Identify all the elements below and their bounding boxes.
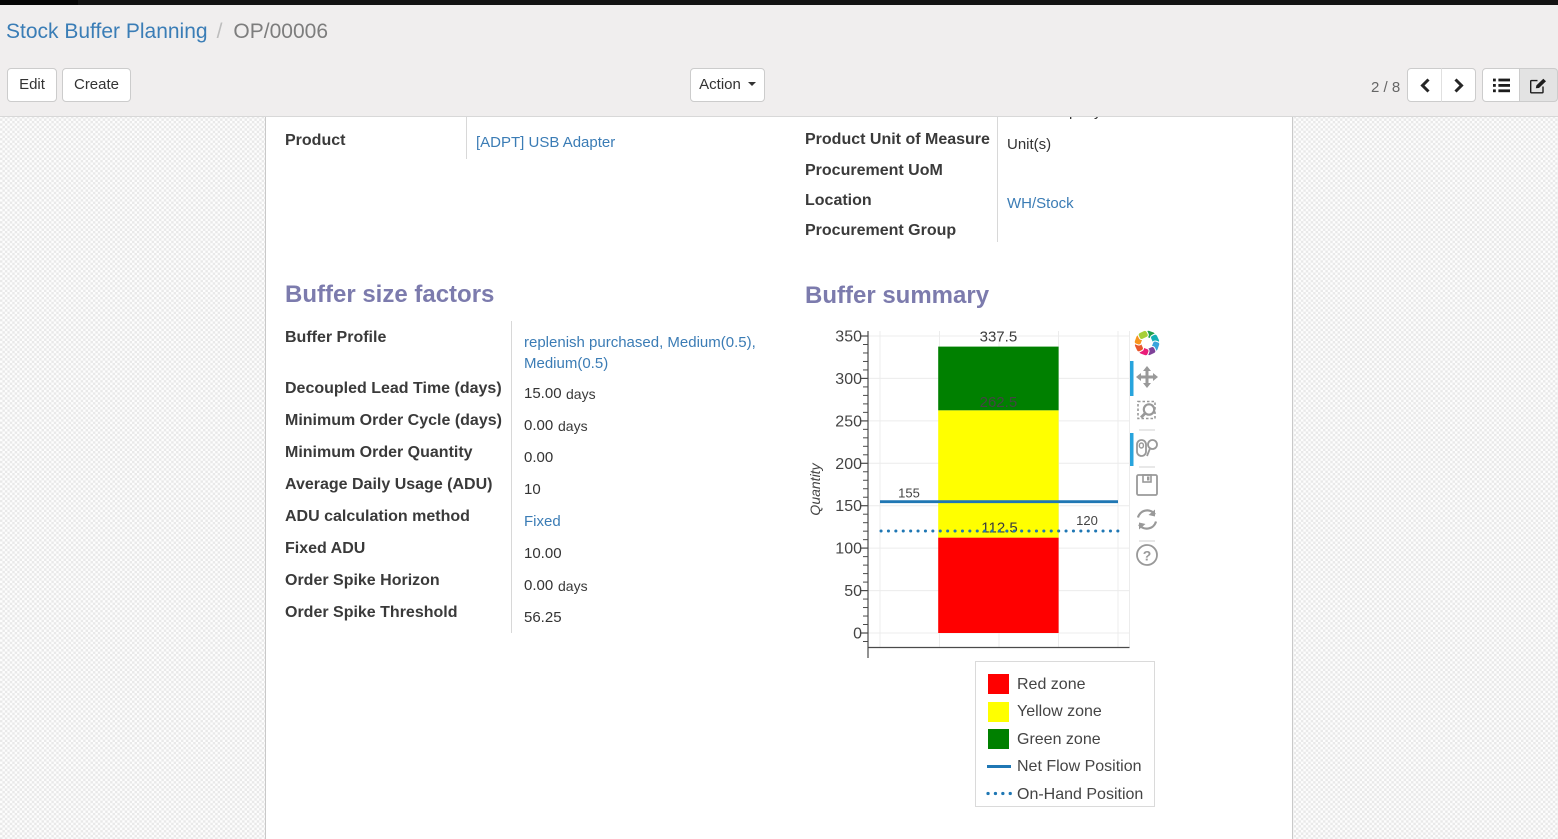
svg-text:350: 350	[835, 329, 862, 346]
svg-text:155: 155	[898, 486, 920, 501]
svg-text:50: 50	[844, 583, 862, 600]
svg-text:0: 0	[853, 626, 862, 643]
svg-text:337.5: 337.5	[980, 329, 1018, 346]
svg-text:120: 120	[1076, 513, 1098, 528]
svg-text:300: 300	[835, 371, 862, 388]
svg-text:200: 200	[835, 456, 862, 473]
svg-text:100: 100	[835, 541, 862, 558]
svg-text:Quantity: Quantity	[810, 462, 823, 515]
svg-text:262.5: 262.5	[980, 394, 1018, 411]
svg-text:250: 250	[835, 413, 862, 430]
svg-text:150: 150	[835, 498, 862, 515]
svg-text:112.5: 112.5	[981, 520, 1017, 537]
svg-text:?: ?	[1143, 548, 1152, 564]
